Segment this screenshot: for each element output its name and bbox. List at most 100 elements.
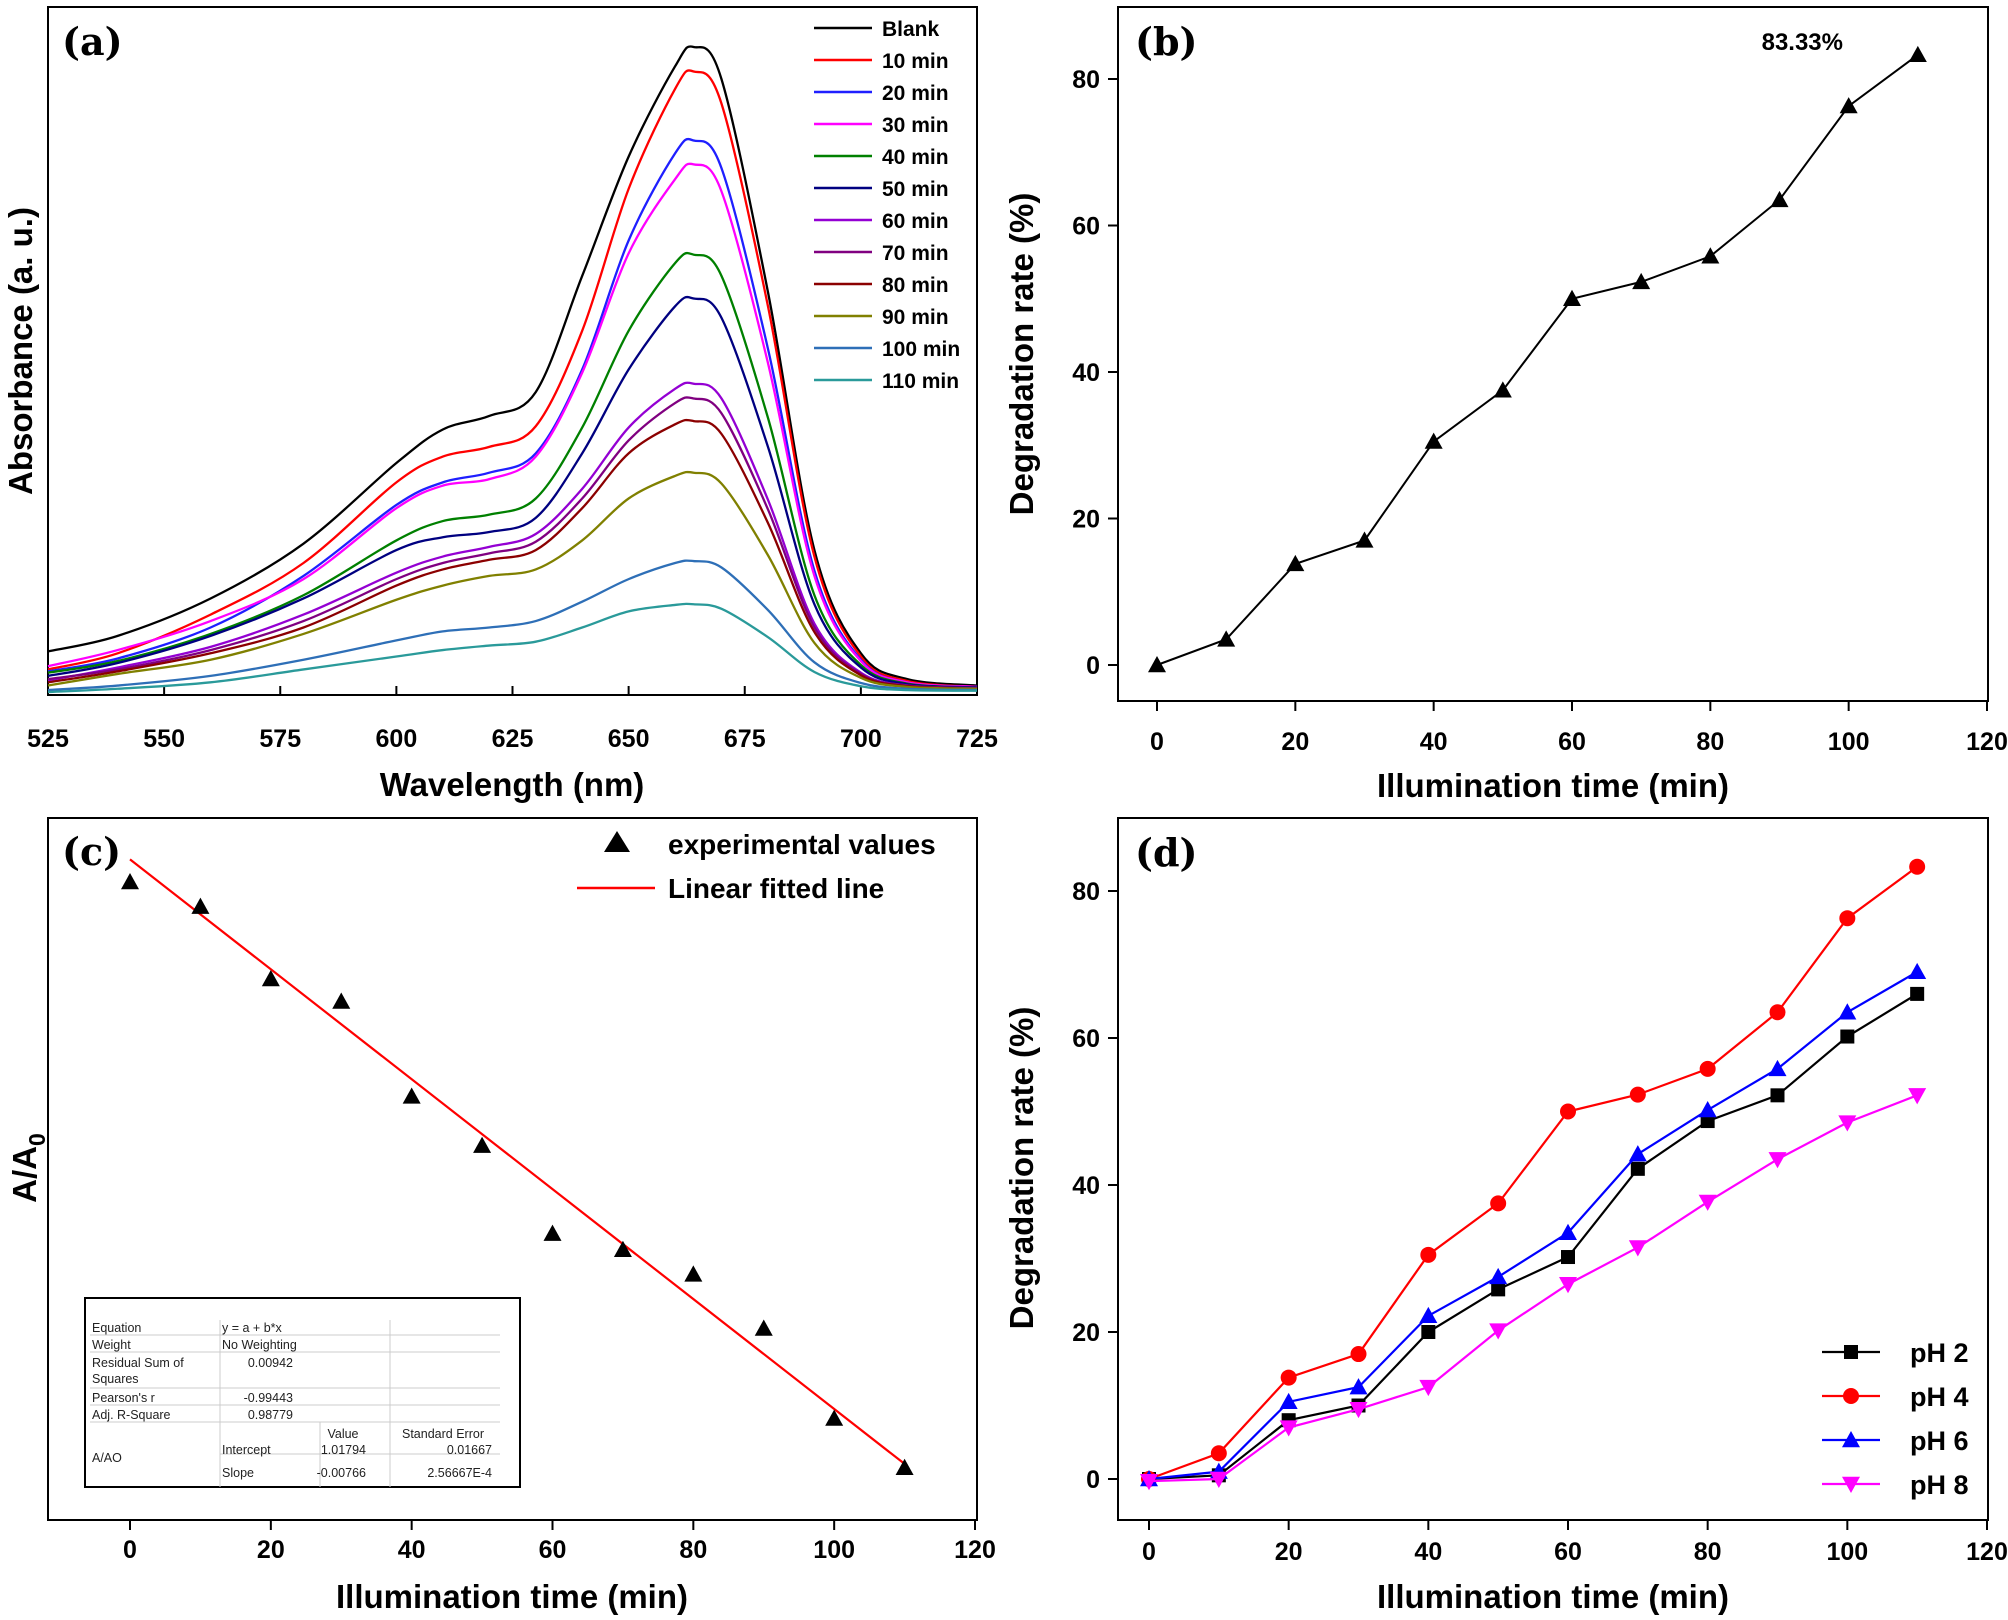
fit-label-adj-r2: Adj. R-Square bbox=[92, 1408, 171, 1422]
experimental-point bbox=[473, 1136, 492, 1153]
legend-label: 100 min bbox=[882, 338, 960, 361]
data-point bbox=[1355, 531, 1374, 548]
spectrum-line-80-min bbox=[47, 418, 978, 690]
fit-table-border bbox=[84, 1297, 521, 1488]
legend-label-experimental: experimental values bbox=[668, 829, 936, 860]
data-point bbox=[1908, 45, 1927, 63]
spectrum-line-blank bbox=[47, 45, 978, 687]
data-point bbox=[1910, 986, 1925, 1001]
data-point bbox=[1768, 1152, 1787, 1169]
spectrum-line-10-min bbox=[47, 69, 978, 688]
series-line-ph-2 bbox=[1148, 992, 1918, 1481]
fit-header-value: Value bbox=[327, 1427, 358, 1441]
panel-a-xtick-label: 650 bbox=[608, 725, 650, 753]
panel-b-ylabel: Degradation rate (%) bbox=[1003, 193, 1040, 516]
data-point bbox=[1768, 1059, 1787, 1077]
data-point bbox=[1908, 1088, 1927, 1105]
fit-label-equation: Equation bbox=[92, 1321, 141, 1335]
data-point bbox=[1770, 1088, 1785, 1103]
data-point bbox=[1839, 97, 1858, 114]
data-point bbox=[1140, 1474, 1158, 1491]
spectrum-line-110-min bbox=[47, 602, 978, 694]
panel-c-xtick-label: 40 bbox=[398, 1536, 426, 1564]
panel-d: (d) Illumination time (min) Degradation … bbox=[1003, 817, 2008, 1615]
legend-label: 50 min bbox=[882, 178, 949, 201]
data-point bbox=[1286, 554, 1305, 572]
data-point bbox=[1419, 1306, 1438, 1324]
data-point bbox=[1210, 1445, 1227, 1462]
panel-c-xtick-label: 20 bbox=[257, 1536, 285, 1564]
legend-label: 110 min bbox=[882, 370, 959, 393]
panel-c-xtick-label: 100 bbox=[813, 1536, 855, 1564]
experimental-point bbox=[402, 1087, 421, 1104]
fit-header-error: Standard Error bbox=[402, 1427, 484, 1441]
panel-d-xtick-label: 40 bbox=[1414, 1538, 1442, 1566]
panel-c-xtick-label: 120 bbox=[954, 1536, 996, 1564]
data-point bbox=[1280, 1369, 1297, 1386]
spectrum-line-40-min bbox=[47, 251, 978, 689]
panel-d-ylabel: Degradation rate (%) bbox=[1003, 1007, 1040, 1330]
panel-d-xtick-label: 80 bbox=[1694, 1538, 1722, 1566]
experimental-point bbox=[754, 1319, 773, 1336]
series-line-ph-8 bbox=[1148, 1094, 1918, 1483]
panel-b-ytick-label: 0 bbox=[1086, 652, 1100, 680]
data-point bbox=[1559, 1277, 1577, 1294]
panel-d-ytick-label: 40 bbox=[1072, 1172, 1100, 1200]
experimental-point bbox=[895, 1458, 914, 1475]
experimental-point bbox=[261, 970, 280, 987]
data-point bbox=[1559, 1223, 1577, 1240]
legend-marker bbox=[1842, 1431, 1860, 1448]
data-point bbox=[1699, 1060, 1716, 1077]
data-point bbox=[1491, 1282, 1506, 1297]
panel-d-xtick-label: 120 bbox=[1966, 1538, 2008, 1566]
panel-a-xtick-label: 600 bbox=[376, 725, 418, 753]
fit-row-slope-value: -0.00766 bbox=[317, 1466, 366, 1480]
panel-b-xtick-label: 120 bbox=[1966, 728, 2008, 756]
panel-c-xtick-label: 0 bbox=[123, 1536, 137, 1564]
linear-fit-line bbox=[129, 858, 906, 1465]
data-point bbox=[1148, 656, 1166, 673]
legend-label: pH 4 bbox=[1910, 1382, 1969, 1412]
data-point bbox=[1630, 1161, 1645, 1176]
experimental-point bbox=[121, 873, 139, 890]
data-point bbox=[1279, 1392, 1298, 1410]
panel-a-xlabel: Wavelength (nm) bbox=[380, 766, 645, 803]
panel-d-label: (d) bbox=[1135, 830, 1198, 875]
legend-marker bbox=[1844, 1345, 1858, 1359]
data-point bbox=[1420, 1246, 1437, 1263]
panel-a-frame bbox=[47, 6, 978, 696]
data-point bbox=[1628, 1240, 1647, 1257]
panel-c-ylabel-main: A/A bbox=[6, 1146, 43, 1203]
panel-b-ytick-label: 40 bbox=[1072, 359, 1100, 387]
panel-d-xtick-label: 0 bbox=[1142, 1538, 1156, 1566]
fit-value-equation: y = a + b*x bbox=[222, 1321, 283, 1335]
panel-a-xtick-label: 625 bbox=[492, 725, 534, 753]
legend-marker bbox=[1842, 1476, 1860, 1493]
fit-label-rss: Residual Sum of bbox=[92, 1356, 184, 1370]
fit-results-table: Equation y = a + b*x Weight No Weighting… bbox=[84, 1297, 521, 1488]
data-point bbox=[1701, 247, 1720, 264]
fit-label-pearson: Pearson's r bbox=[92, 1391, 155, 1405]
data-point bbox=[1698, 1101, 1717, 1118]
data-point bbox=[1424, 432, 1443, 449]
panel-a-xtick-label: 575 bbox=[259, 725, 301, 753]
experimental-point bbox=[191, 897, 210, 914]
data-point bbox=[1840, 1029, 1855, 1044]
spectrum-line-50-min bbox=[47, 295, 978, 689]
panel-b-xtick-label: 60 bbox=[1558, 728, 1586, 756]
data-point bbox=[1563, 289, 1581, 306]
panel-d-xtick-label: 20 bbox=[1275, 1538, 1303, 1566]
spectrum-line-90-min bbox=[47, 470, 978, 690]
legend-label: 10 min bbox=[882, 50, 949, 73]
fit-row-intercept-error: 0.01667 bbox=[447, 1443, 492, 1457]
panel-c-xtick-label: 80 bbox=[679, 1536, 707, 1564]
series-line-ph-4 bbox=[1148, 865, 1918, 1481]
data-point bbox=[1493, 381, 1512, 398]
data-point bbox=[1700, 1114, 1715, 1129]
legend-label: 20 min bbox=[882, 82, 949, 105]
spectrum-line-60-min bbox=[47, 381, 978, 690]
panel-a-xtick-label: 550 bbox=[143, 725, 185, 753]
panel-b-xtick-label: 20 bbox=[1281, 728, 1309, 756]
